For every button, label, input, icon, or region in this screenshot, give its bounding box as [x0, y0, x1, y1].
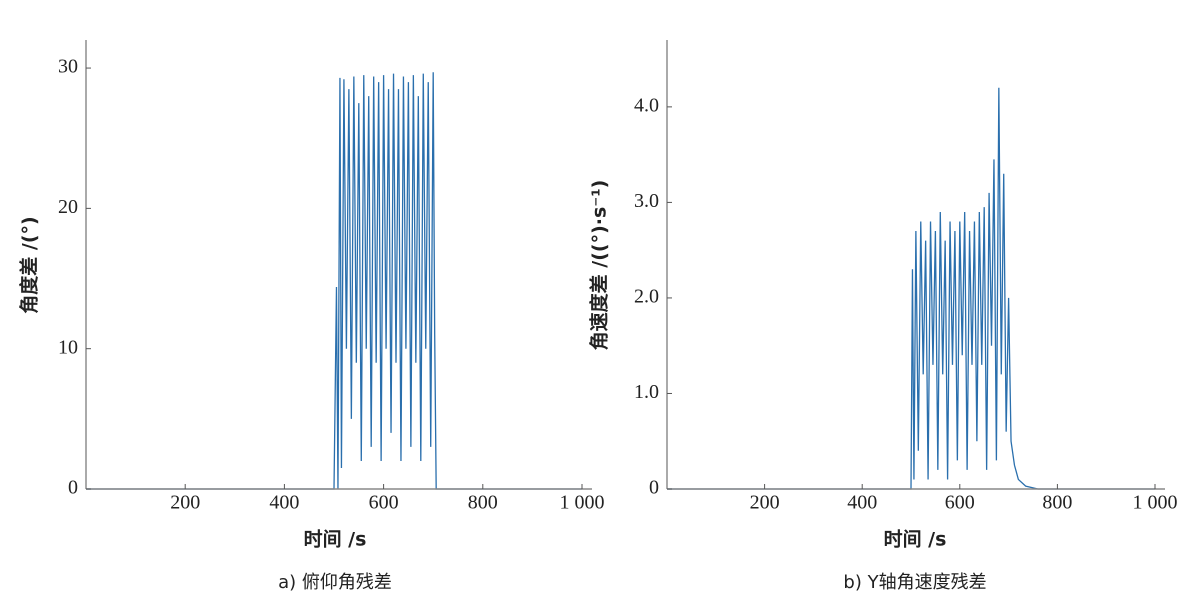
y-axis-label: 角度差 /(°) — [18, 216, 41, 313]
y-tick-label: 10 — [58, 336, 78, 358]
x-tick-label: 1 000 — [560, 492, 605, 514]
y-tick-label: 30 — [58, 56, 78, 78]
x-tick-label: 1 000 — [1133, 492, 1178, 514]
x-tick-label: 800 — [468, 492, 498, 514]
x-tick-label: 600 — [369, 492, 399, 514]
x-axis-label: 时间 /s — [884, 529, 947, 551]
x-tick-label: 400 — [269, 492, 299, 514]
y-tick-label: 20 — [58, 196, 78, 218]
y-tick-label: 4.0 — [634, 94, 659, 116]
y-axis-label: 角速度差 /((°)·s⁻¹) — [588, 180, 611, 351]
x-tick-label: 600 — [945, 492, 975, 514]
y-tick-label: 2.0 — [634, 286, 659, 308]
x-tick-label: 200 — [750, 492, 780, 514]
y-tick-label: 3.0 — [634, 190, 659, 212]
x-tick-label: 800 — [1042, 492, 1072, 514]
data-line — [86, 72, 582, 490]
y-tick-label: 1.0 — [634, 381, 659, 403]
x-tick-label: 200 — [170, 492, 200, 514]
data-line — [667, 87, 1155, 490]
caption: a) 俯仰角残差 — [278, 572, 392, 593]
y-tick-label: 0 — [68, 477, 78, 499]
x-tick-label: 400 — [847, 492, 877, 514]
subplot: 200 400 600 800 1 000 0 10 20 30 时间 /s 角度差 /(°) a) … — [18, 40, 605, 593]
caption: b) Y轴角速度残差 — [843, 572, 986, 593]
subplot: 200 400 600 800 1 000 0 1.0 2.0 3.0 4.0 时间 /s 角速度差 … — [588, 40, 1178, 593]
x-axis-label: 时间 /s — [304, 529, 367, 551]
y-tick-label: 0 — [649, 477, 659, 499]
